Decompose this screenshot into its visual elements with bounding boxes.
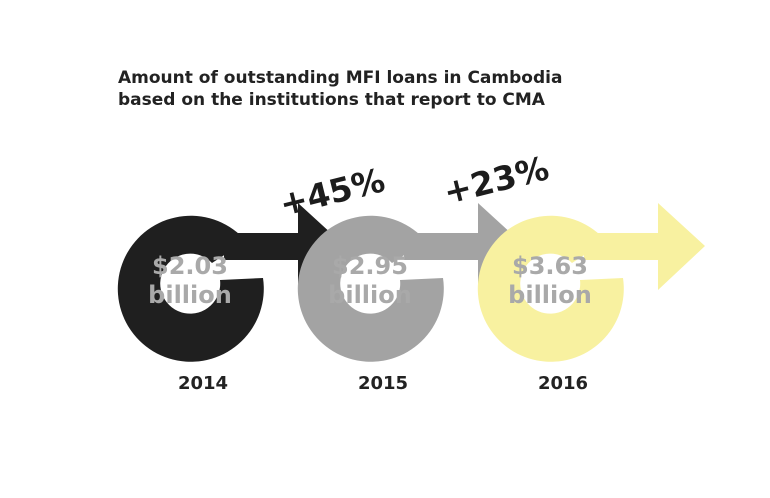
value-amount-2015: $2.95: [332, 252, 408, 280]
year-labels: 2014 2015 2016: [178, 373, 588, 394]
year-label-2015: 2015: [358, 373, 408, 394]
chart-title: Amount of outstanding MFI loans in Cambo…: [118, 68, 562, 88]
value-unit-2015: billion: [328, 281, 412, 309]
year-label-2016: 2016: [538, 373, 588, 394]
growth-label-2015-2016: +23%: [440, 148, 553, 212]
chart-subtitle: based on the institutions that report to…: [118, 90, 546, 110]
year-label-2014: 2014: [178, 373, 228, 394]
value-amount-2014: $2.03: [152, 252, 228, 280]
growth-label-2014-2015: +45%: [276, 160, 389, 224]
value-unit-2016: billion: [508, 281, 592, 309]
value-amount-2016: $3.63: [512, 252, 588, 280]
value-unit-2014: billion: [148, 281, 232, 309]
